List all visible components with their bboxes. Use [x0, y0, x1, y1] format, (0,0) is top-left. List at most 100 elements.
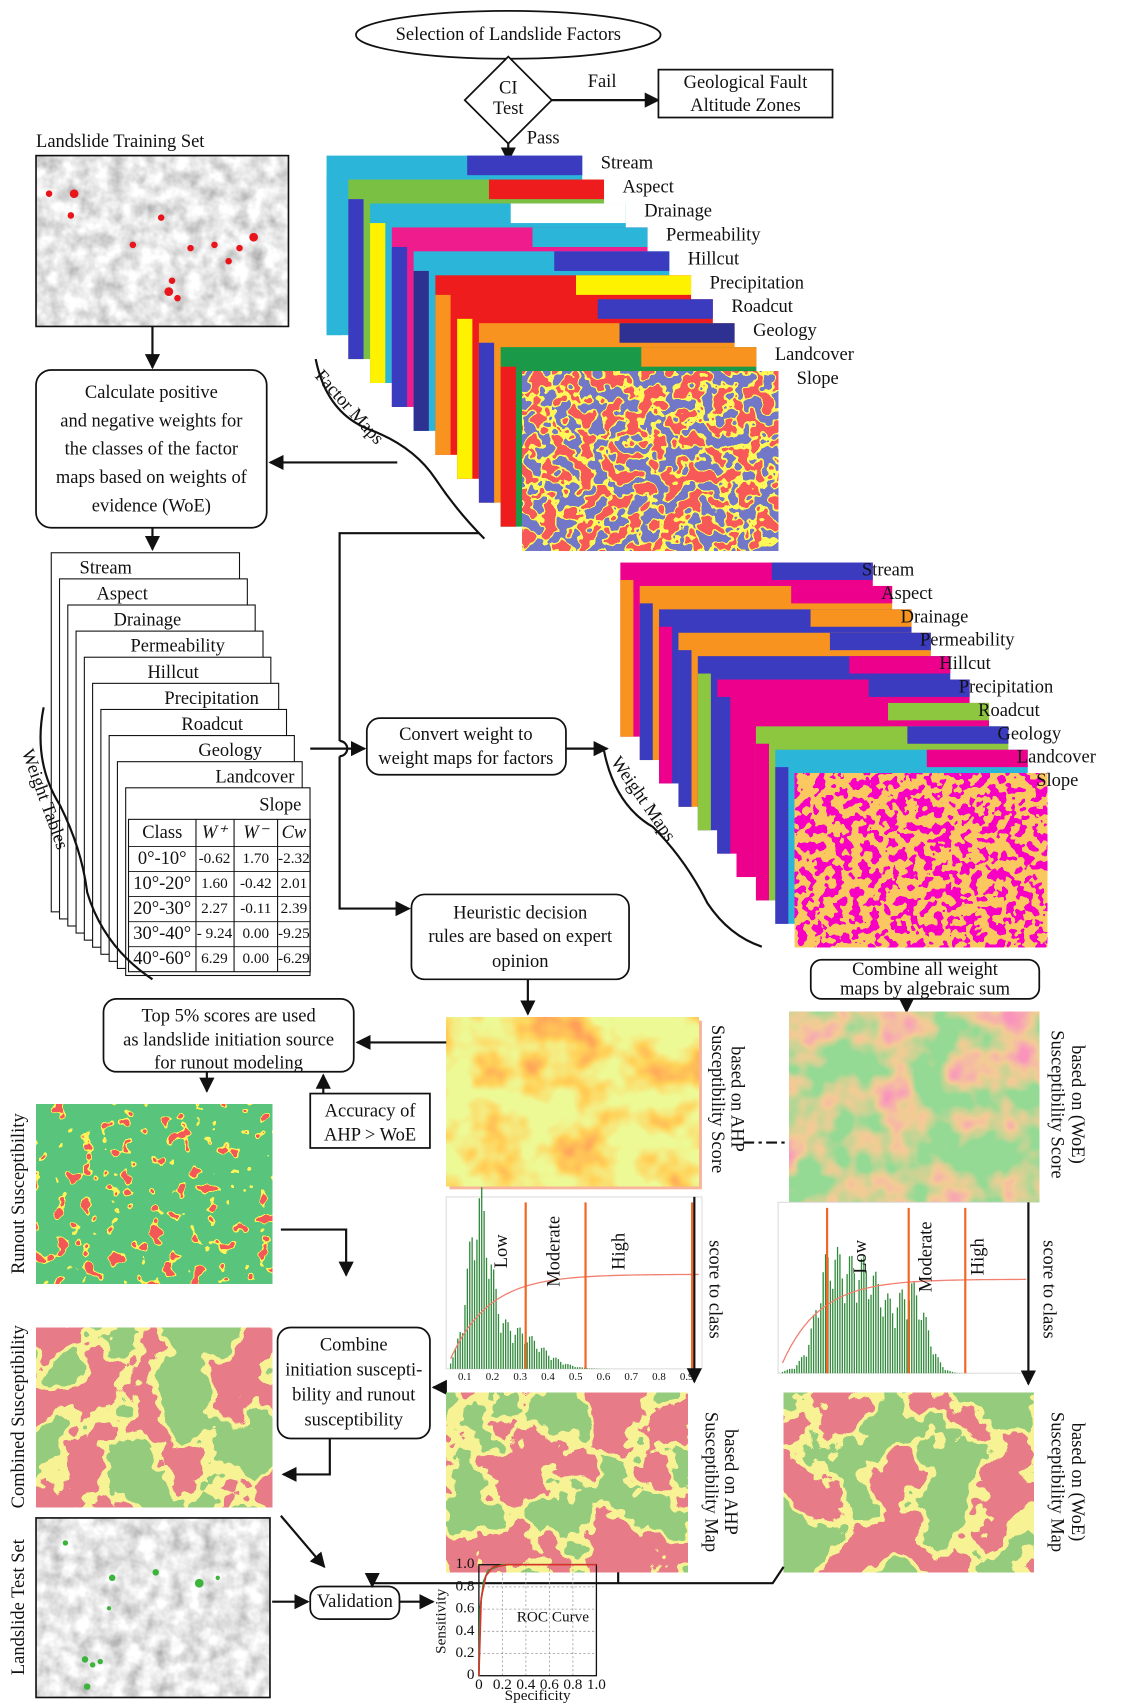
ahp-histogram: Low Moderate High 0.1 0.2 0.3 0.4 0.5 0.6 0.7 0.8 0… [445, 1187, 703, 1383]
combine-text: bility and runout [292, 1384, 416, 1404]
woe-score-label: Susceptibility Score [1047, 1030, 1067, 1178]
factor-name: Drainage [644, 200, 712, 220]
convert-box [365, 717, 567, 776]
table-cell: 2.01 [281, 875, 308, 892]
table-name: Geology [198, 740, 262, 760]
factor-map-region [532, 227, 648, 248]
y-tick-label: 1.0 [456, 1555, 475, 1572]
map-frame [35, 1517, 271, 1699]
test-map [36, 1517, 270, 1698]
table-cell: -0.62 [199, 850, 231, 867]
table-cell: 0.00 [243, 950, 270, 967]
ahp-map-label: Susceptibility Map [701, 1412, 721, 1552]
factor-map [522, 371, 779, 551]
weight-map-name: Aspect [881, 583, 933, 603]
weight-map-region [810, 609, 912, 627]
factor-name: Hillcut [688, 248, 740, 268]
x-tick-label: 0.2 [493, 1676, 512, 1693]
woe-histogram: Low Moderate High [777, 1201, 1029, 1374]
weight-map-name: Roadcut [978, 700, 1040, 720]
x-tick-label: 1.0 [587, 1676, 606, 1693]
factor-name: Roadcut [731, 296, 793, 316]
table-name: Landcover [215, 766, 294, 786]
convert-text: weight maps for factors [378, 748, 553, 768]
calc-text: maps based on weights of [56, 467, 248, 487]
title: Selection of Landslide Factors [396, 24, 621, 44]
histogram-frame [777, 1201, 1029, 1374]
table-header: Class [142, 822, 182, 842]
bracket [314, 358, 486, 540]
combine-text: susceptibility [304, 1409, 403, 1429]
excluded-text: Geological Fault [684, 72, 809, 92]
training-map [35, 155, 290, 327]
accuracy-box [309, 1092, 431, 1149]
class-label: Low [491, 1234, 511, 1269]
validation-text: Validation [317, 1591, 393, 1611]
weight-map-region [868, 679, 970, 697]
factor-map-region [478, 342, 495, 503]
x-tick-label: 0.8 [563, 1676, 582, 1693]
arrow [281, 1438, 331, 1483]
table-name: Stream [80, 557, 133, 577]
score-to-class: score to class [706, 1240, 726, 1339]
table-name: Drainage [113, 610, 181, 630]
weight-map-name: Slope [1036, 770, 1078, 790]
x-tick-label: 0.4 [516, 1676, 535, 1693]
y-axis-label: Sensitivity [432, 1588, 449, 1654]
combine-weights-box [809, 958, 1041, 1000]
class-label: Moderate [543, 1216, 563, 1287]
weight-map-region [736, 720, 750, 878]
table-cell: -0.42 [240, 875, 272, 892]
table-cell: 40°-60° [133, 948, 191, 968]
runout-label: Runout Susceptibility [8, 1113, 28, 1274]
table-name: Roadcut [181, 714, 243, 734]
factor-map-region [641, 347, 757, 367]
heuristic-text: Heuristic decision [453, 902, 587, 922]
ci-text: Test [493, 98, 524, 118]
table-grid [127, 818, 311, 973]
weight-map-region [829, 632, 931, 651]
table-header: Cw [282, 822, 307, 842]
combine-weights-text: Combine all weight [852, 959, 999, 979]
cumulative-curve [450, 1273, 699, 1359]
x-tick-label: 0.5 [569, 1371, 583, 1383]
table-cell: - 9.24 [197, 925, 233, 942]
table-name: Permeability [130, 636, 225, 656]
score-to-class: score to class [1040, 1240, 1060, 1339]
y-tick-label: 0.8 [456, 1577, 475, 1594]
roc-curve [478, 1563, 597, 1676]
factor-map-region [619, 323, 735, 343]
heuristic-box [410, 893, 630, 981]
ci-text: CI [499, 77, 517, 97]
calc-text: Calculate positive [85, 382, 218, 402]
y-tick-label: 0 [467, 1666, 475, 1683]
factor-name: Precipitation [710, 272, 804, 292]
heuristic-text: opinion [492, 951, 548, 971]
weight-map-region [791, 585, 893, 604]
bracket [602, 750, 763, 948]
accuracy-text: Accuracy of [325, 1100, 417, 1120]
connector [338, 532, 479, 742]
woe-map-label: based on (WoE) [1067, 1423, 1088, 1542]
table-cell: 10°-20° [133, 873, 191, 893]
weight-map [794, 773, 1048, 948]
factor-name: Aspect [623, 176, 675, 196]
table-header: W⁻ [243, 822, 269, 842]
combine-text: Combine [320, 1334, 388, 1354]
weight-map-region [697, 673, 711, 831]
test-points [62, 1540, 220, 1690]
weight-map-region [639, 603, 653, 761]
x-tick-label: 0.4 [541, 1371, 555, 1383]
weight-map-name: Stream [862, 560, 915, 580]
x-axis-label: Specificity [505, 1687, 571, 1704]
runout-map [36, 1104, 273, 1284]
factor-map-region [370, 223, 386, 384]
fail-label: Fail [588, 71, 617, 91]
map-frame [35, 154, 290, 328]
ahp-score-label: Susceptibility Score [708, 1025, 728, 1173]
table-cell: -0.11 [240, 900, 271, 917]
factor-name: Slope [797, 368, 839, 388]
table-cell: 2.39 [281, 900, 308, 917]
